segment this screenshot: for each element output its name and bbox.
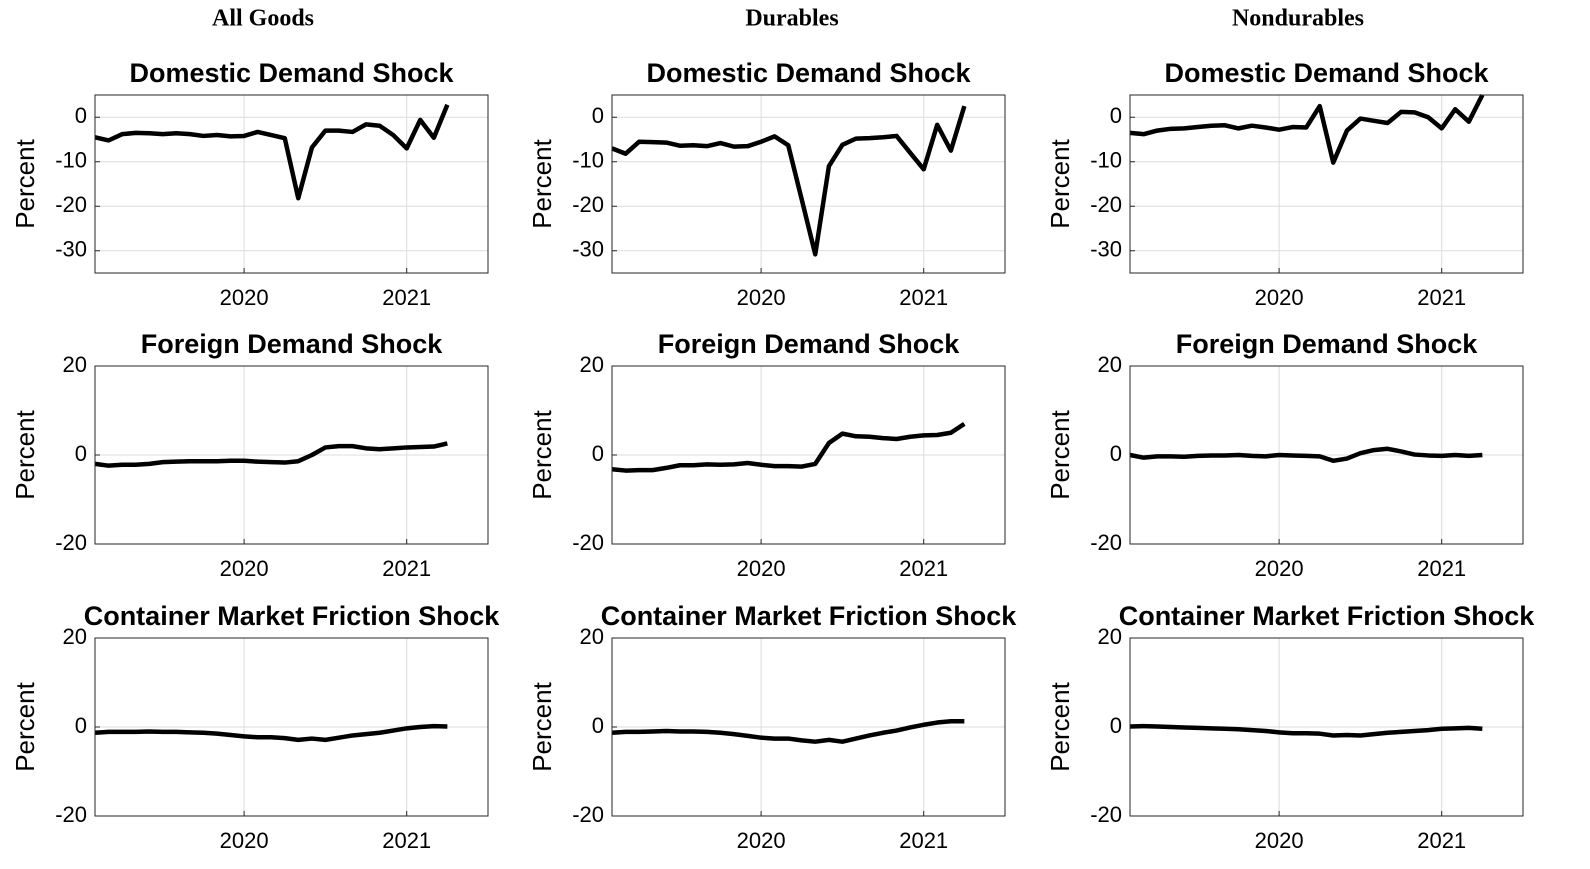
y-tick-label: 0 xyxy=(1110,713,1122,738)
y-tick-label: 0 xyxy=(1110,441,1122,466)
data-line xyxy=(611,718,965,744)
y-tick-label: -20 xyxy=(55,802,87,827)
plot-background xyxy=(95,95,488,273)
y-tick-label: -20 xyxy=(572,192,604,217)
plot-background xyxy=(1130,95,1523,273)
chart-title: Domestic Demand Shock xyxy=(1164,58,1489,88)
chart-title: Foreign Demand Shock xyxy=(658,329,961,359)
plot-frame xyxy=(611,94,1006,274)
data-line xyxy=(611,105,967,257)
x-tick-label: 2021 xyxy=(1417,556,1466,581)
data-line xyxy=(94,103,450,201)
y-tick-label: 20 xyxy=(1098,624,1122,649)
chart-title: Foreign Demand Shock xyxy=(1176,329,1479,359)
y-tick-label: -10 xyxy=(572,148,604,173)
y-axis-label: Percent xyxy=(1045,138,1075,228)
y-axis-label: Percent xyxy=(10,138,40,228)
plot-background xyxy=(612,95,1005,273)
y-axis-label: Percent xyxy=(10,681,40,771)
plot-frame xyxy=(1129,94,1524,274)
column-title: Durables xyxy=(745,6,838,32)
column-title: Nondurables xyxy=(1232,6,1364,32)
x-tick-label: 2021 xyxy=(899,556,948,581)
x-tick-label: 2021 xyxy=(382,556,431,581)
y-tick-label: 20 xyxy=(580,624,604,649)
plot-frame xyxy=(1129,637,1524,817)
data-line xyxy=(1129,446,1483,464)
plot-frame xyxy=(611,365,1006,545)
plot-frame xyxy=(94,94,489,274)
y-tick-label: -20 xyxy=(55,530,87,555)
x-tick-label: 2021 xyxy=(1417,285,1466,310)
plot-frame xyxy=(94,637,489,817)
y-tick-label: 0 xyxy=(592,441,604,466)
y-axis-label: Percent xyxy=(10,409,40,499)
chart-title: Domestic Demand Shock xyxy=(129,58,454,88)
data-line xyxy=(1129,723,1483,738)
chart-title: Foreign Demand Shock xyxy=(141,329,444,359)
y-axis-label: Percent xyxy=(527,681,557,771)
chart-title: Container Market Friction Shock xyxy=(601,601,1018,631)
y-tick-label: -20 xyxy=(1090,802,1122,827)
y-tick-label: -20 xyxy=(1090,530,1122,555)
data-line xyxy=(1129,93,1485,165)
column-title: All Goods xyxy=(212,6,314,32)
x-tick-label: 2020 xyxy=(220,285,269,310)
y-tick-label: -30 xyxy=(55,237,87,262)
y-axis-label: Percent xyxy=(1045,681,1075,771)
x-tick-label: 2020 xyxy=(1255,285,1304,310)
chart-title: Container Market Friction Shock xyxy=(1119,601,1536,631)
y-tick-label: 20 xyxy=(580,352,604,377)
y-axis-label: Percent xyxy=(527,409,557,499)
plot-frame xyxy=(1129,365,1524,545)
y-tick-label: -20 xyxy=(55,192,87,217)
plot-frame xyxy=(94,365,489,545)
x-tick-label: 2021 xyxy=(1417,828,1466,853)
x-tick-label: 2020 xyxy=(1255,556,1304,581)
data-line xyxy=(94,441,448,468)
y-tick-label: 0 xyxy=(75,441,87,466)
x-tick-label: 2021 xyxy=(899,828,948,853)
y-tick-label: 0 xyxy=(75,103,87,128)
y-tick-label: -10 xyxy=(1090,148,1122,173)
y-tick-label: -20 xyxy=(572,802,604,827)
x-tick-label: 2020 xyxy=(220,556,269,581)
data-line xyxy=(94,723,448,743)
y-tick-label: 0 xyxy=(592,103,604,128)
x-tick-label: 2020 xyxy=(737,556,786,581)
x-tick-label: 2020 xyxy=(220,828,269,853)
y-tick-label: -10 xyxy=(55,148,87,173)
y-tick-label: 20 xyxy=(63,352,87,377)
x-tick-label: 2021 xyxy=(382,828,431,853)
y-tick-label: 20 xyxy=(1098,352,1122,377)
x-tick-label: 2021 xyxy=(899,285,948,310)
x-tick-label: 2020 xyxy=(737,828,786,853)
x-tick-label: 2021 xyxy=(382,285,431,310)
y-tick-label: 0 xyxy=(1110,103,1122,128)
plot-frame xyxy=(611,637,1006,817)
data-line xyxy=(611,421,966,473)
chart-title: Container Market Friction Shock xyxy=(84,601,501,631)
y-axis-label: Percent xyxy=(1045,409,1075,499)
x-tick-label: 2020 xyxy=(737,285,786,310)
x-tick-label: 2020 xyxy=(1255,828,1304,853)
y-tick-label: -30 xyxy=(572,237,604,262)
chart-title: Domestic Demand Shock xyxy=(646,58,971,88)
y-tick-label: 20 xyxy=(63,624,87,649)
y-tick-label: -20 xyxy=(1090,192,1122,217)
y-tick-label: -30 xyxy=(1090,237,1122,262)
y-tick-label: -20 xyxy=(572,530,604,555)
y-axis-label: Percent xyxy=(527,138,557,228)
y-tick-label: 0 xyxy=(592,713,604,738)
y-tick-label: 0 xyxy=(75,713,87,738)
